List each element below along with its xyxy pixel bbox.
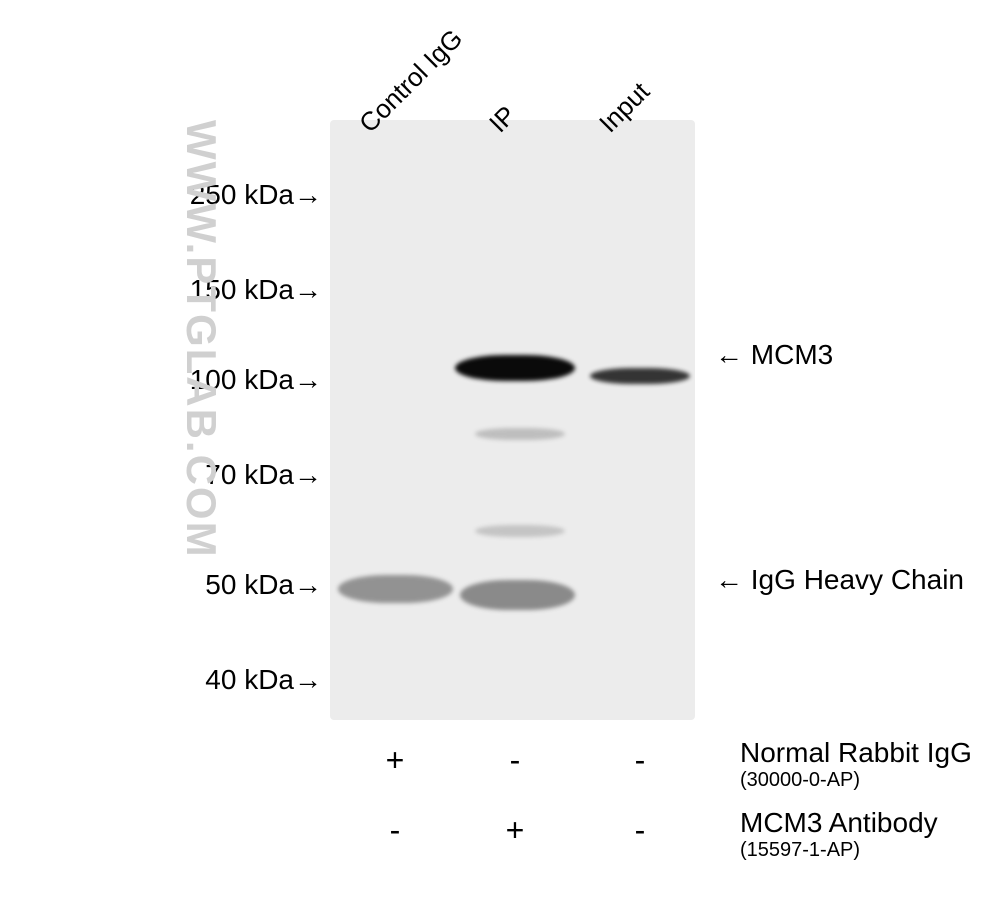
iggH-label: ← IgG Heavy Chain (715, 564, 964, 596)
band-iggH-ctrl (338, 575, 453, 603)
band-iggH-ip (460, 580, 575, 610)
cond-normal-rabbit-igg-col1: - (455, 742, 575, 779)
mcm3-label: ← MCM3 (715, 339, 833, 371)
watermark-text: WWW.PTGLAB.COM (177, 120, 225, 559)
cond-label-normal-rabbit-igg: Normal Rabbit IgG(30000-0-AP) (740, 738, 972, 791)
band-faint-ip-65 (475, 525, 565, 537)
cond-mcm3-antibody-col0: - (335, 812, 455, 849)
blot-membrane (330, 120, 695, 720)
band-faint-ip-85 (475, 428, 565, 440)
cond-mcm3-antibody-col1: + (455, 812, 575, 849)
band-mcm3-ip (455, 355, 575, 381)
band-mcm3-input (590, 368, 690, 384)
cond-label-mcm3-antibody: MCM3 Antibody(15597-1-AP) (740, 808, 938, 861)
marker-40kDa: 40 kDa→ (205, 664, 322, 696)
cond-normal-rabbit-igg-col2: - (580, 742, 700, 779)
figure-stage: WWW.PTGLAB.COM Control IgGIPInput 250 kD… (0, 0, 1000, 903)
marker-50kDa: 50 kDa→ (205, 569, 322, 601)
cond-normal-rabbit-igg-col0: + (335, 742, 455, 779)
cond-mcm3-antibody-col2: - (580, 812, 700, 849)
